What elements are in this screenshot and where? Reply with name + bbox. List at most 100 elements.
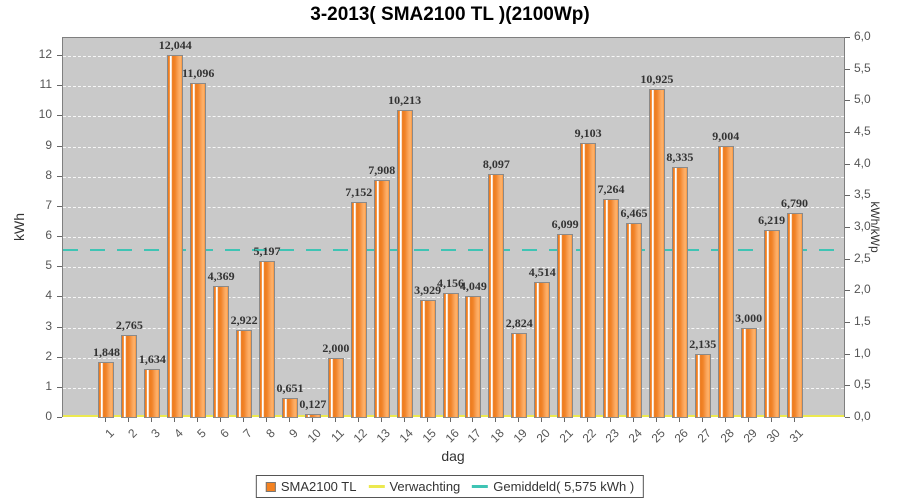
bar-day-18[interactable] [488, 174, 505, 418]
bar-day-10[interactable] [304, 414, 321, 418]
bar-day-11[interactable] [327, 358, 344, 418]
bar-value-label: 1,848 [92, 345, 120, 359]
x-axis-tick [793, 418, 795, 422]
bar-value-label: 7,264 [597, 182, 625, 196]
legend-swatch-verwachting [368, 485, 385, 488]
x-axis-tick [655, 418, 657, 422]
right-axis-tick [845, 258, 850, 260]
bar-value-label: 11,096 [182, 66, 215, 80]
bar-day-9[interactable] [281, 398, 298, 418]
x-axis-tick [128, 418, 130, 422]
y-axis-tick [57, 266, 62, 268]
bar-day-7[interactable] [236, 330, 253, 418]
right-axis-tick-label: 0,0 [854, 409, 871, 423]
bar-day-3[interactable] [144, 369, 161, 418]
right-axis-tick [845, 227, 850, 228]
right-axis-tick [845, 163, 850, 165]
bar-day-17[interactable] [465, 296, 482, 418]
bar-day-29[interactable] [740, 328, 757, 418]
x-axis-tick [197, 418, 199, 422]
y-axis-tick [57, 205, 62, 207]
bar-value-label: 6,099 [551, 217, 579, 231]
bar-day-1[interactable] [98, 362, 115, 418]
bar-day-13[interactable] [373, 180, 390, 418]
gemiddeld-line [63, 248, 844, 251]
bar-day-12[interactable] [350, 202, 367, 418]
bar-value-label: 0,651 [276, 381, 304, 395]
y-axis-tick [57, 326, 62, 328]
bar-day-2[interactable] [121, 335, 138, 418]
right-axis-tick [845, 100, 850, 102]
bar-day-22[interactable] [580, 143, 597, 418]
y-axis-tick [57, 115, 62, 117]
y-axis-tick [57, 145, 62, 147]
bar-value-label: 3,000 [735, 311, 763, 325]
x-axis-tick [564, 418, 566, 422]
bar-day-8[interactable] [259, 261, 276, 418]
legend-swatch-gemiddeld [472, 485, 489, 488]
right-axis-tick-label: 3,0 [854, 219, 871, 233]
bar-day-14[interactable] [396, 110, 413, 418]
gridline [63, 176, 844, 178]
bar-day-28[interactable] [717, 146, 734, 418]
bar-day-4[interactable] [167, 55, 184, 418]
y-axis-tick-label: 9 [45, 137, 52, 152]
bar-value-label: 2,824 [505, 316, 533, 330]
legend: SMA2100 TL Verwachting Gemiddeld( 5,575 … [255, 475, 645, 498]
x-axis-tick [495, 418, 497, 422]
x-axis-tick [518, 418, 520, 422]
y-axis-tick-label: 10 [38, 107, 52, 122]
bar-value-label: 4,156 [437, 276, 464, 290]
x-axis-tick [770, 418, 772, 422]
y-axis-tick-label: 8 [45, 167, 52, 182]
x-axis-tick [587, 418, 589, 422]
bar-day-31[interactable] [786, 213, 803, 418]
y-axis-tick-label: 6 [45, 228, 52, 243]
bar-value-label: 6,790 [781, 196, 809, 210]
bar-value-label: 4,369 [207, 269, 235, 283]
gridline [63, 267, 844, 269]
bar-value-label: 4,514 [528, 265, 556, 279]
right-axis-tick-label: 5,5 [854, 60, 871, 75]
bar-day-24[interactable] [625, 223, 642, 418]
x-axis-tick [266, 418, 268, 422]
bar-day-30[interactable] [763, 230, 780, 418]
bar-day-19[interactable] [511, 333, 528, 418]
bar-value-label: 12,044 [158, 38, 192, 52]
bar-day-16[interactable] [442, 293, 459, 418]
x-axis-tick [747, 418, 749, 422]
bar-day-15[interactable] [419, 300, 436, 418]
bar-value-label: 9,103 [574, 126, 602, 140]
y-axis-tick-label: 12 [38, 47, 52, 62]
x-axis-tick [243, 418, 245, 422]
bar-day-21[interactable] [557, 234, 574, 418]
bar-day-27[interactable] [694, 354, 711, 418]
x-axis-tick [724, 418, 726, 422]
x-axis-tick [357, 418, 359, 422]
bar-value-label: 7,152 [345, 185, 373, 199]
bar-value-label: 2,135 [689, 337, 717, 351]
gridline [63, 116, 844, 118]
x-axis-tick [105, 418, 107, 422]
right-axis-tick [845, 37, 850, 38]
x-axis-label: dag [441, 448, 465, 464]
bar-day-6[interactable] [213, 286, 230, 418]
bar-day-23[interactable] [603, 199, 620, 418]
bar-value-label: 7,908 [368, 163, 396, 177]
y-axis-tick [57, 85, 62, 87]
bar-value-label: 9,004 [712, 129, 740, 143]
bar-day-26[interactable] [671, 167, 688, 418]
bar-value-label: 4,049 [459, 279, 487, 293]
bar-day-25[interactable] [648, 89, 665, 418]
x-axis-tick [220, 418, 222, 422]
y-axis-tick [57, 417, 62, 418]
right-axis-tick-label: 0,5 [854, 377, 871, 392]
right-axis-tick [845, 195, 850, 197]
right-axis-tick [845, 353, 850, 355]
bar-day-20[interactable] [534, 282, 551, 418]
bar-day-5[interactable] [190, 83, 207, 418]
x-axis-tick [151, 418, 153, 422]
y-axis-tick [57, 356, 62, 358]
right-axis-tick [845, 417, 850, 418]
